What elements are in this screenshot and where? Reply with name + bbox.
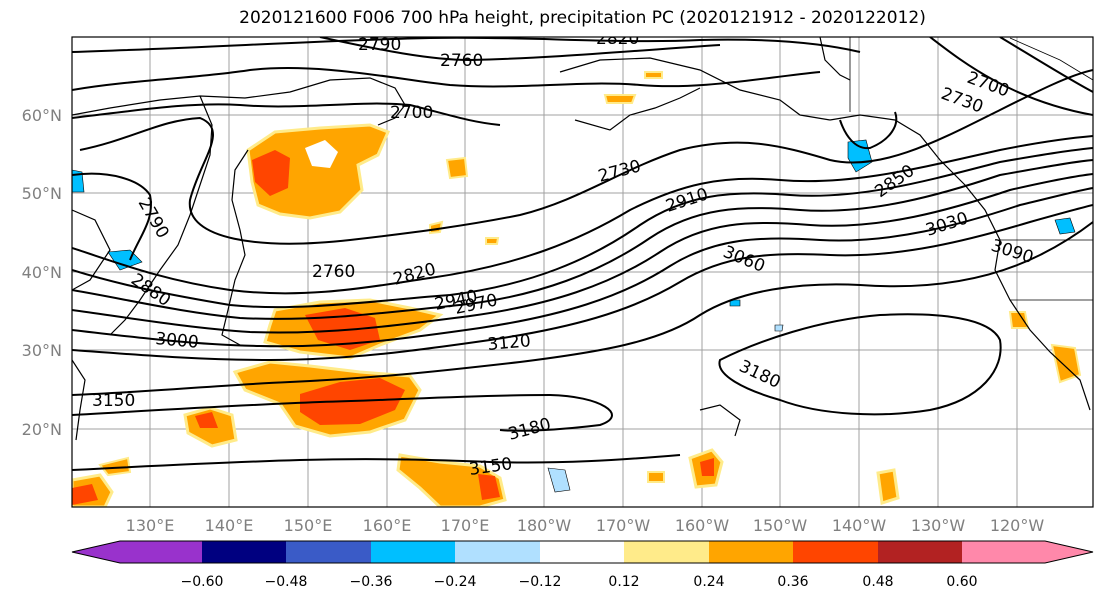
lon-label: 140°W	[832, 516, 887, 535]
colorbar-segment	[540, 541, 624, 563]
colorbar-segment	[709, 541, 793, 563]
colorbar-segment	[878, 541, 962, 563]
colorbar-label: −0.24	[434, 574, 477, 590]
lon-label: 150°E	[284, 516, 333, 535]
colorbar-segment	[371, 541, 455, 563]
precip-negative	[72, 139, 1076, 493]
colorbar-outline	[71, 540, 1094, 564]
lon-label: 130°E	[126, 516, 175, 535]
colorbar-label: −0.60	[181, 574, 224, 590]
contour-label: 3120	[487, 331, 532, 355]
contour-label: 2760	[440, 51, 483, 71]
lon-label: 170°W	[596, 516, 651, 535]
lon-label: 130°W	[911, 516, 966, 535]
colorbar-label: −0.36	[350, 574, 393, 590]
colorbar-label: 0.24	[693, 574, 724, 590]
lon-label: 120°W	[990, 516, 1045, 535]
lon-label: 160°E	[363, 516, 412, 535]
coastlines	[72, 37, 1091, 441]
lat-label: 20°N	[22, 420, 62, 439]
colorbar-segment	[72, 541, 202, 563]
colorbar-label: 0.12	[608, 574, 639, 590]
height-contours	[72, 37, 1093, 471]
contour-label: 2820	[596, 29, 639, 49]
contour-label: 3150	[92, 391, 135, 411]
lon-label: 140°E	[205, 516, 254, 535]
colorbar-segment	[624, 541, 709, 563]
colorbar-label: −0.12	[519, 574, 562, 590]
colorbar-segment	[455, 541, 540, 563]
lon-label: 180°W	[517, 516, 572, 535]
colorbar-label: 0.48	[862, 574, 893, 590]
map-title: 2020121600 F006 700 hPa height, precipit…	[239, 8, 926, 28]
colorbar-label: 0.60	[946, 574, 977, 590]
longitude-labels: 130°E 140°E 150°E 160°E 170°E 180°W 170°…	[126, 516, 1045, 535]
colorbar-segment	[962, 541, 1093, 563]
lon-label: 160°W	[675, 516, 730, 535]
lon-label: 170°E	[441, 516, 490, 535]
colorbar-label: −0.48	[265, 574, 308, 590]
contour-label: 3000	[155, 329, 200, 353]
colorbar-segment	[793, 541, 878, 563]
lat-label: 40°N	[22, 263, 62, 282]
contour-label: 2790	[358, 35, 401, 55]
lat-label: 30°N	[22, 341, 62, 360]
contour-label: 2760	[312, 262, 355, 282]
colorbar-label: 0.36	[777, 574, 808, 590]
colorbar-segments	[71, 540, 1094, 564]
colorbar-segment	[286, 541, 371, 563]
lon-label: 150°W	[753, 516, 808, 535]
colorbar-labels: −0.60 −0.48 −0.36 −0.24 −0.12 0.12 0.24 …	[181, 574, 978, 590]
lat-label: 60°N	[22, 106, 62, 125]
colorbar-segment	[202, 541, 286, 563]
latitude-labels: 60°N 50°N 40°N 30°N 20°N	[22, 106, 62, 439]
colorbar: −0.60 −0.48 −0.36 −0.24 −0.12 0.12 0.24 …	[71, 540, 1094, 590]
lat-label: 50°N	[22, 184, 62, 203]
contour-label: 2700	[390, 103, 433, 123]
